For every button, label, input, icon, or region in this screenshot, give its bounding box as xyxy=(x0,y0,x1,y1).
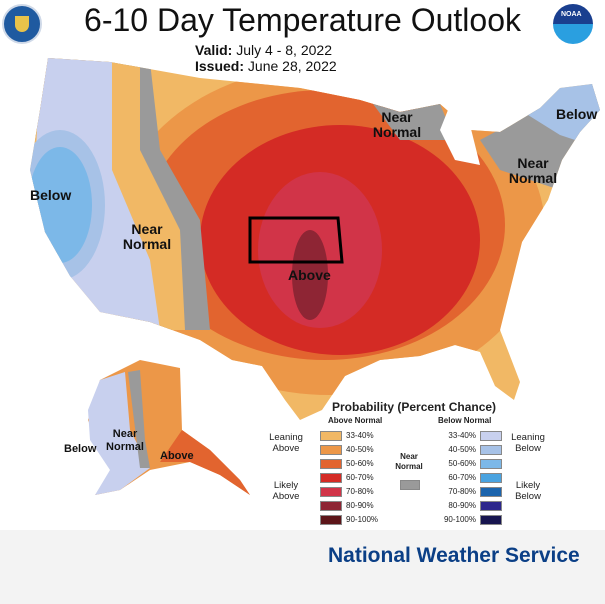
legend-below-row: 60-70% xyxy=(440,472,502,483)
conus-map xyxy=(30,58,600,420)
legend-above-header: Above Normal xyxy=(328,416,383,425)
legend-above-row: 33-40% xyxy=(320,430,374,441)
legend-near-label: Near Normal xyxy=(395,452,423,471)
legend-range: 90-100% xyxy=(443,515,476,524)
legend-range: 70-80% xyxy=(448,487,476,496)
issued-date: Issued: June 28, 2022 xyxy=(195,58,337,74)
legend-above-row: 70-80% xyxy=(320,486,374,497)
legend-swatch xyxy=(320,500,342,511)
legend-range: 80-90% xyxy=(346,501,374,510)
legend-swatch xyxy=(480,430,502,441)
legend-swatch xyxy=(320,444,342,455)
legend-leaning-above: Leaning Above xyxy=(269,432,303,454)
label-above: Above xyxy=(288,267,331,283)
legend-below-row: 90-100% xyxy=(440,514,502,525)
legend-range: 70-80% xyxy=(346,487,374,496)
legend-below-row: 80-90% xyxy=(440,500,502,511)
legend-swatch xyxy=(320,430,342,441)
legend-below-header: Below Normal xyxy=(438,416,492,425)
legend-swatch xyxy=(320,458,342,469)
legend-range: 60-70% xyxy=(346,473,374,482)
legend-swatch xyxy=(480,444,502,455)
outlook-map xyxy=(30,58,600,495)
legend-range: 33-40% xyxy=(448,431,476,440)
label-near-ne: Near Normal xyxy=(508,155,558,186)
label-near-north: Near Normal xyxy=(372,109,422,140)
legend-range: 80-90% xyxy=(448,501,476,510)
noaa-text: NOAA xyxy=(561,11,582,18)
legend-above-row: 40-50% xyxy=(320,444,374,455)
footer: National Weather Service xyxy=(0,530,605,604)
legend-range: 50-60% xyxy=(346,459,374,468)
legend-below-row: 33-40% xyxy=(440,430,502,441)
legend-swatch xyxy=(480,500,502,511)
legend-near-swatch xyxy=(400,480,420,490)
nws-title: National Weather Service xyxy=(328,544,580,567)
label-below-west: Below xyxy=(30,187,72,203)
legend-swatch xyxy=(480,486,502,497)
legend-swatch xyxy=(320,514,342,525)
legend-below-row: 70-80% xyxy=(440,486,502,497)
legend-below-row: 40-50% xyxy=(440,444,502,455)
legend-above-row: 50-60% xyxy=(320,458,374,469)
legend-range: 33-40% xyxy=(346,431,374,440)
legend-likely-below: Likely Below xyxy=(515,480,541,502)
label-below-ne: Below xyxy=(556,106,598,122)
legend-swatch xyxy=(480,458,502,469)
label-ak-near: Near Normal xyxy=(106,428,144,453)
legend-above-row: 90-100% xyxy=(320,514,378,525)
legend: Probability (Percent Chance) Above Norma… xyxy=(262,398,602,530)
legend-title: Probability (Percent Chance) xyxy=(332,400,497,414)
legend-below-row: 50-60% xyxy=(440,458,502,469)
legend-range: 40-50% xyxy=(346,445,374,454)
legend-swatch xyxy=(480,472,502,483)
label-near-west: Near Normal xyxy=(122,221,172,252)
kansas-outline xyxy=(248,216,344,264)
legend-range: 60-70% xyxy=(448,473,476,482)
commerce-seal-icon xyxy=(2,4,42,44)
legend-above-row: 80-90% xyxy=(320,500,374,511)
legend-likely-above: Likely Above xyxy=(272,480,300,502)
legend-leaning-below: Leaning Below xyxy=(511,432,545,454)
page-title: 6-10 Day Temperature Outlook xyxy=(84,2,521,38)
legend-swatch xyxy=(320,486,342,497)
legend-above-row: 60-70% xyxy=(320,472,374,483)
valid-date: Valid: July 4 - 8, 2022 xyxy=(195,42,332,58)
alaska-map xyxy=(88,360,250,495)
legend-range: 90-100% xyxy=(346,515,379,524)
legend-swatch xyxy=(480,514,502,525)
noaa-logo-icon: NOAA xyxy=(553,4,593,44)
legend-swatch xyxy=(320,472,342,483)
great-lakes xyxy=(440,110,480,165)
label-ak-below: Below xyxy=(64,443,97,455)
label-ak-above: Above xyxy=(160,450,194,462)
legend-range: 40-50% xyxy=(448,445,476,454)
legend-range: 50-60% xyxy=(448,459,476,468)
